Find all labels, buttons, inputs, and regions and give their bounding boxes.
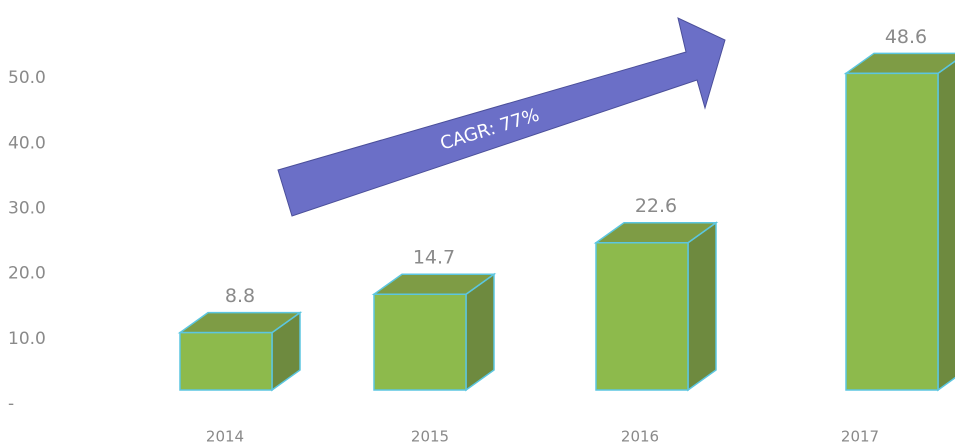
y-tick-label: 20.0 (8, 264, 46, 284)
bar (371, 272, 497, 392)
bar-face (595, 241, 689, 391)
bar-face (179, 331, 273, 391)
y-tick-label: 50.0 (8, 68, 46, 88)
y-tick-label: 30.0 (8, 199, 46, 219)
value-label: 8.8 (225, 285, 255, 307)
bar-face (845, 72, 939, 391)
bar-face (373, 293, 467, 391)
x-tick-label: 2014 (206, 428, 244, 446)
bar-face (687, 221, 717, 392)
value-label: 48.6 (885, 26, 927, 48)
bar (593, 221, 719, 392)
bar-face (843, 52, 955, 75)
bar (843, 52, 955, 392)
y-tick-label: 10.0 (8, 329, 46, 349)
value-label: 14.7 (413, 247, 455, 269)
x-tick-label: 2015 (411, 428, 449, 446)
y-tick-label: 40.0 (8, 133, 46, 153)
y-tick-label: - (8, 394, 14, 414)
bar (177, 311, 303, 392)
value-label: 22.6 (635, 195, 677, 217)
bar-face (937, 60, 955, 392)
x-tick-label: 2017 (841, 428, 879, 446)
cagr-arrow (277, 17, 726, 217)
x-tick-label: 2016 (621, 428, 659, 446)
